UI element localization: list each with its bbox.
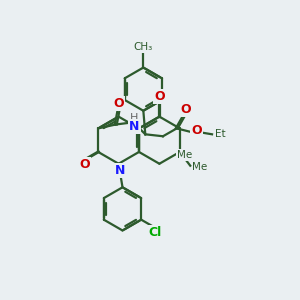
Text: N: N [116,164,126,177]
Text: O: O [180,103,191,116]
Text: Me: Me [177,150,192,160]
Text: O: O [191,124,202,137]
Text: O: O [154,89,165,103]
Text: Cl: Cl [148,226,161,239]
Text: N: N [129,120,140,133]
Text: H: H [130,112,139,123]
Text: Et: Et [214,129,225,139]
Text: Me: Me [192,162,208,172]
Text: CH₃: CH₃ [134,42,153,52]
Text: O: O [113,98,124,110]
Text: O: O [79,158,90,171]
